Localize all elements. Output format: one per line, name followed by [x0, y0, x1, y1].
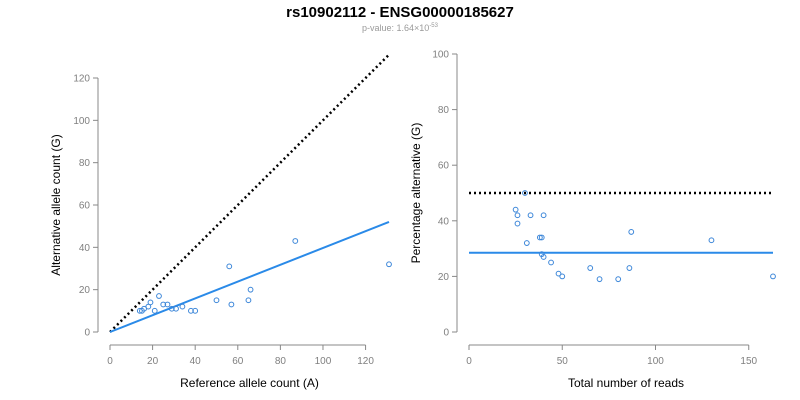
left-y-tick-label: 120 [73, 74, 90, 85]
left-data-point [168, 305, 175, 312]
left-x-tick-label: 60 [232, 356, 244, 367]
left-x-tick-label: 120 [357, 356, 374, 367]
left-x-tick-label: 40 [190, 356, 202, 367]
right-data-point [548, 259, 554, 266]
left-data-point [226, 263, 233, 270]
right-data-point [615, 276, 622, 283]
right-data-point [626, 265, 633, 271]
chart-subtitle: p-value: 1.64×10-53 [0, 23, 800, 33]
left-fit-line [109, 221, 390, 333]
right-x-tick-label: 0 [466, 356, 472, 367]
right-data-point [527, 212, 534, 219]
left-x-tick-label: 20 [147, 356, 159, 367]
right-y-tick-label: 20 [438, 272, 450, 283]
right-y-tick-label: 40 [438, 216, 450, 227]
left-data-point [192, 307, 199, 314]
left-data-point [147, 299, 154, 306]
right-data-point [708, 237, 715, 244]
left-x-tick-label: 0 [107, 356, 113, 367]
right-data-point [628, 229, 635, 235]
left-data-point [245, 297, 252, 304]
left-data-point [213, 297, 220, 304]
right-data-point [587, 265, 594, 271]
left-x-tick-label: 100 [315, 356, 332, 367]
left-data-point [173, 305, 179, 312]
right-y-tick-label: 100 [432, 50, 449, 61]
right-x-tick-label: 150 [740, 356, 757, 367]
right-data-point [540, 212, 547, 219]
left-y-tick-label: 100 [73, 116, 90, 127]
left-y-tick-label: 20 [79, 285, 91, 296]
left-y-tick-label: 60 [79, 201, 91, 212]
right-data-point [514, 212, 521, 219]
p-value-text: p-value: 1.64×10 [362, 23, 430, 33]
left-data-point [156, 293, 162, 299]
left-x-tick-label: 80 [275, 356, 287, 367]
right-data-point [538, 234, 545, 241]
left-reference-line [109, 53, 390, 333]
right-data-point [770, 273, 776, 280]
left-data-point [188, 307, 194, 314]
chart-title: rs10902112 - ENSG00000185627 [286, 4, 514, 21]
right-data-point [540, 254, 547, 260]
right-x-axis-label: Total number of reads [568, 376, 684, 390]
right-data-point [514, 220, 521, 227]
right-data-point [522, 190, 528, 196]
right-data-point [523, 240, 530, 246]
left-data-point [164, 301, 171, 308]
left-x-axis-label: Reference allele count (A) [180, 376, 319, 390]
left-y-tick-label: 0 [84, 328, 90, 339]
right-data-point [512, 206, 519, 213]
left-data-point [386, 261, 392, 268]
right-y-tick-label: 80 [438, 105, 450, 116]
left-data-point [247, 286, 254, 293]
left-data-point [160, 301, 167, 308]
left-y-tick-label: 40 [79, 243, 91, 254]
right-y-tick-label: 0 [443, 328, 449, 339]
left-data-point [179, 303, 186, 310]
right-x-tick-label: 50 [557, 356, 569, 367]
left-y-tick-label: 80 [79, 158, 91, 169]
right-data-point [559, 273, 566, 280]
right-x-tick-label: 100 [647, 356, 664, 367]
left-data-point [151, 307, 158, 314]
right-y-axis-label: Percentage alternative (G) [409, 123, 423, 264]
right-data-point [536, 234, 543, 241]
left-data-point [228, 301, 235, 308]
right-data-point [555, 270, 562, 277]
left-data-point [292, 238, 299, 244]
p-value-exponent: -53 [429, 23, 438, 29]
right-data-point [596, 276, 603, 283]
left-y-axis-label: Alternative allele count (G) [49, 134, 63, 275]
right-y-tick-label: 60 [438, 161, 450, 172]
